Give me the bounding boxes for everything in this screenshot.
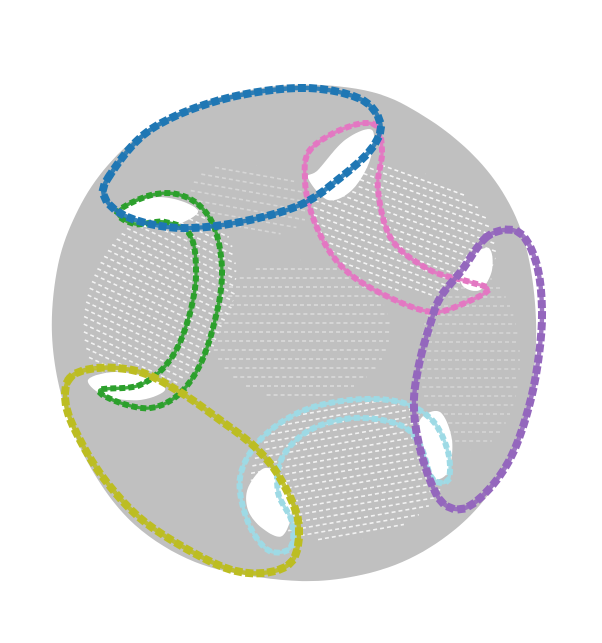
surface-mesh: [83, 164, 520, 541]
olive-loop: [60, 363, 304, 578]
blue-loop: [98, 83, 386, 233]
loops: [60, 83, 547, 578]
hole-pink: [307, 129, 375, 201]
purple-loop: [409, 225, 547, 514]
hole-cyan: [246, 467, 293, 537]
